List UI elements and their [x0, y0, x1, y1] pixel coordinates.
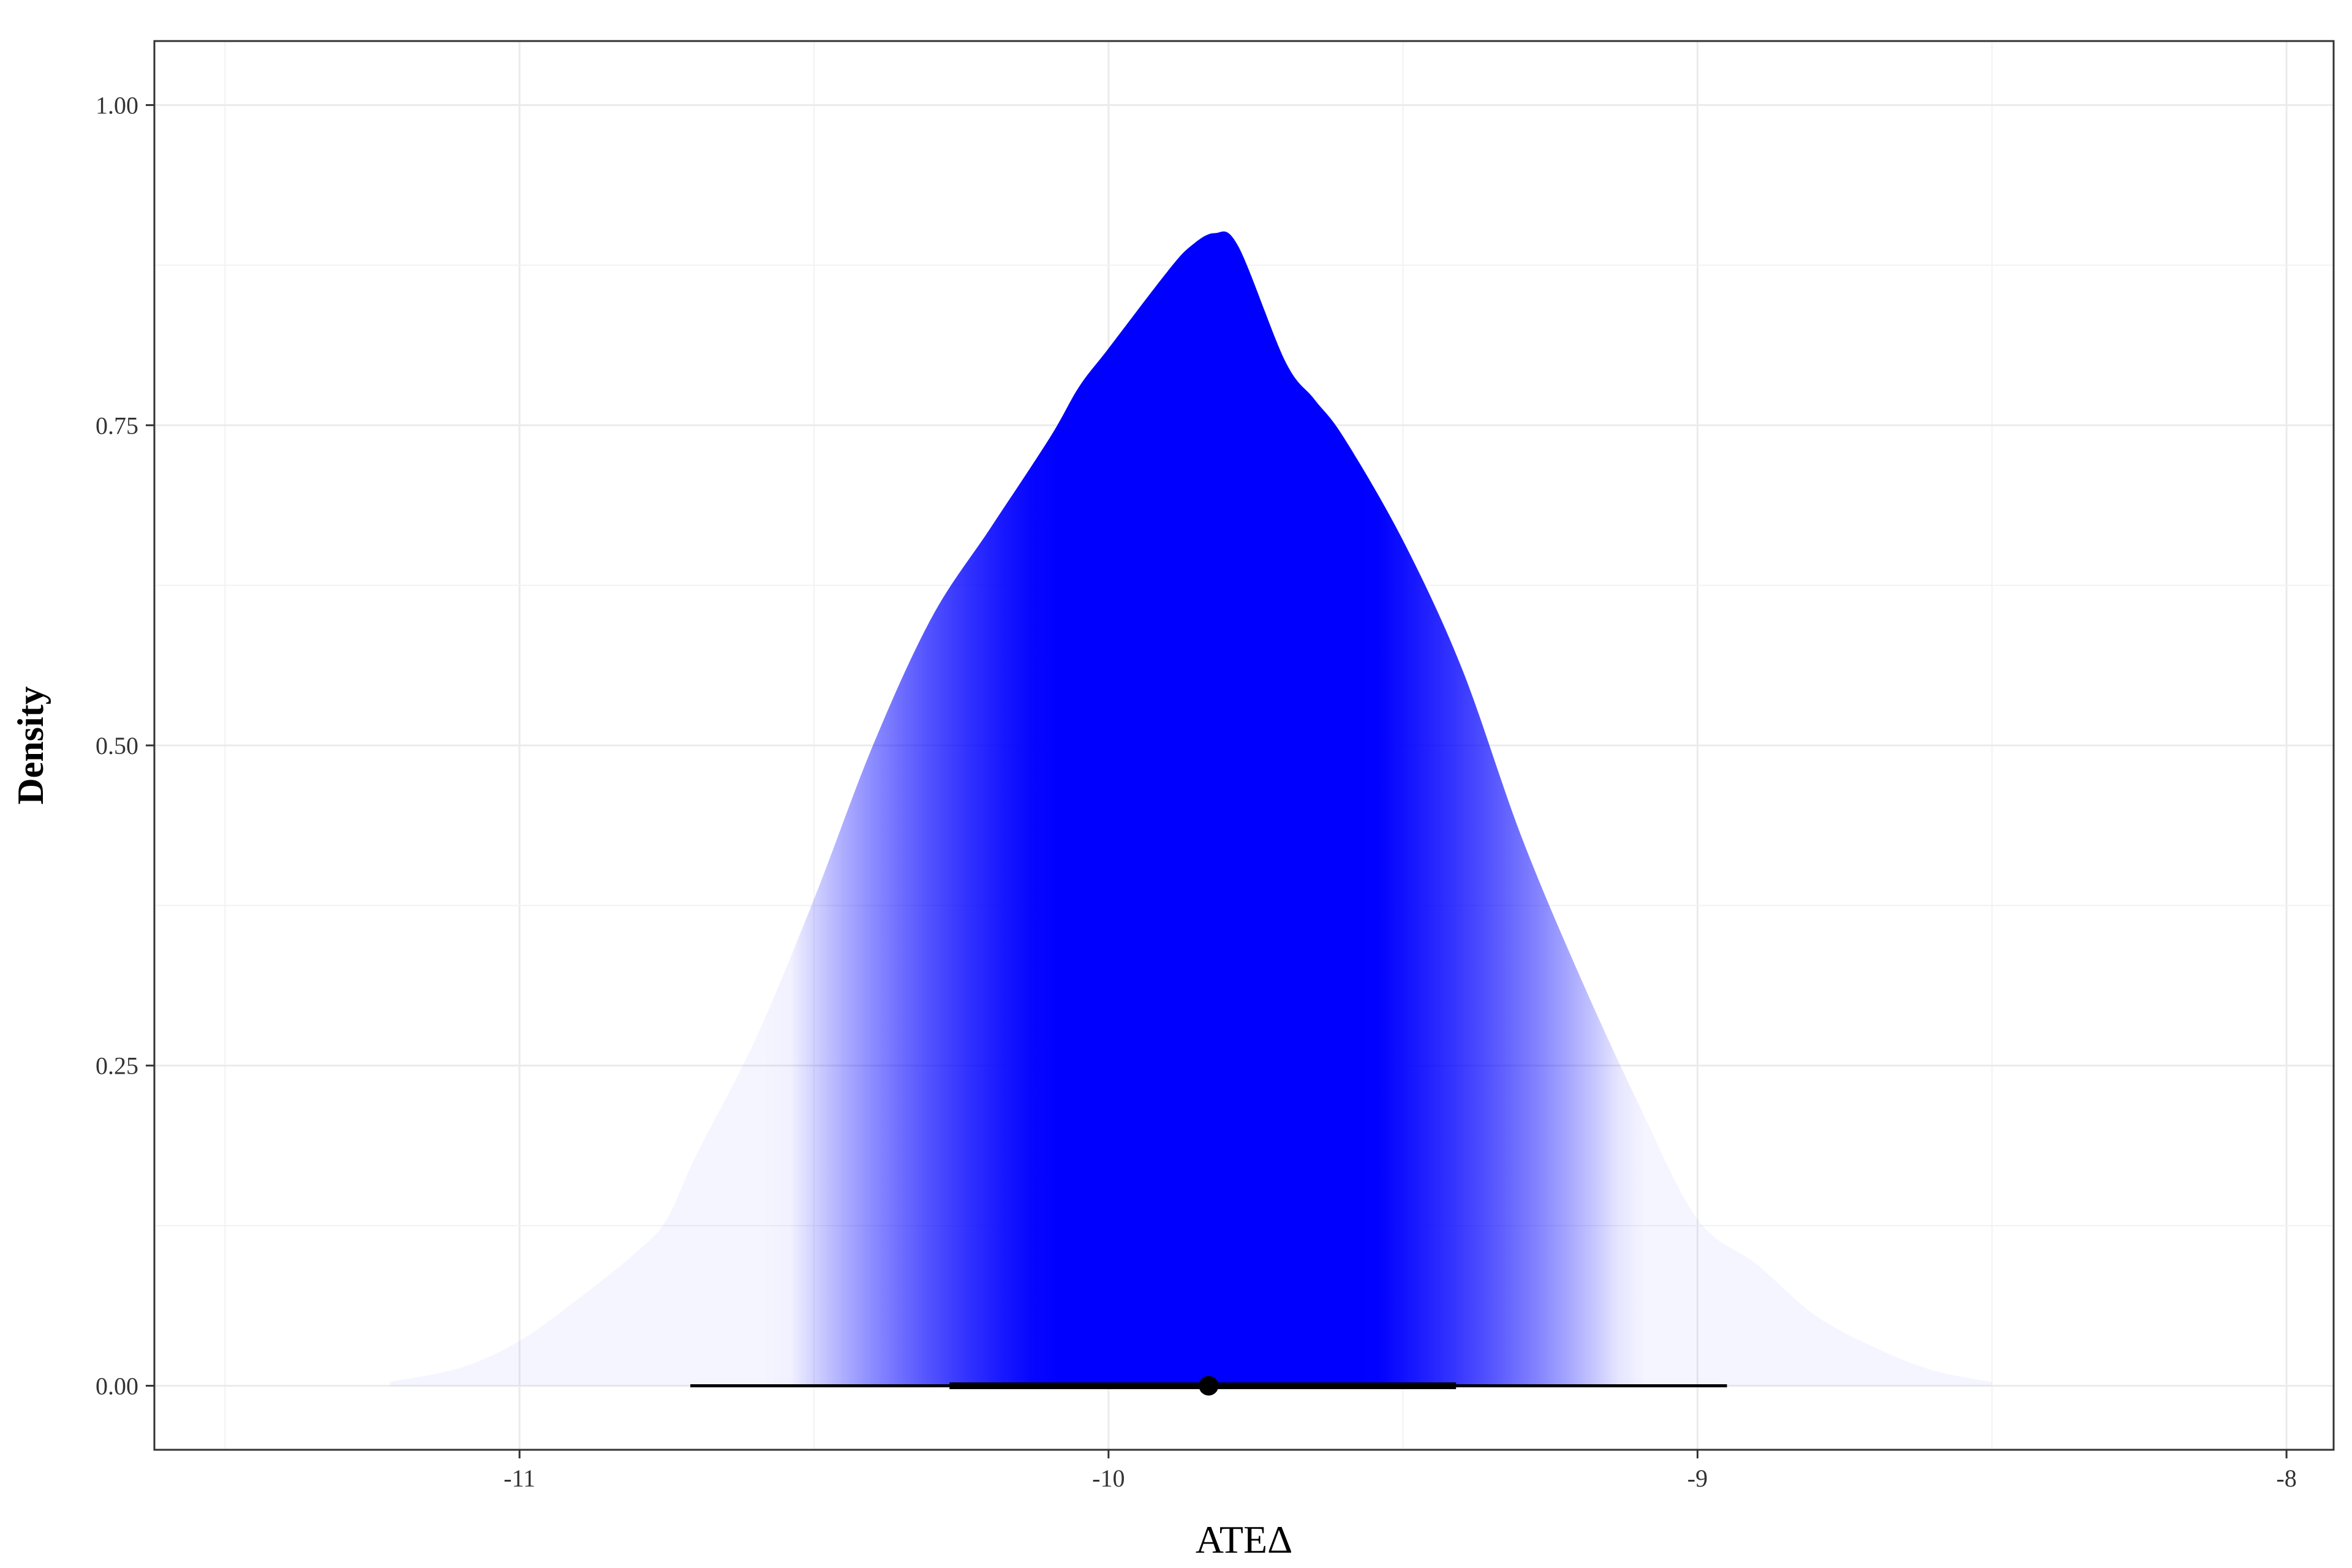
point-estimate: [1199, 1376, 1219, 1396]
x-tick-label: -8: [2276, 1464, 2296, 1492]
axis-ticks: -11 -10 -9 -8 0.00 0.25 0.50 0.75 1.00: [96, 92, 2297, 1492]
x-tick-label: -10: [1092, 1464, 1125, 1492]
x-axis-title: ATEΔ: [1196, 1518, 1292, 1561]
y-tick-label: 0.50: [96, 732, 138, 760]
y-tick-label: 0.75: [96, 412, 138, 439]
y-tick-label: 1.00: [96, 92, 138, 119]
x-tick-label: -11: [503, 1464, 535, 1492]
y-axis-title: Density: [10, 686, 51, 804]
density-area: [390, 231, 1992, 1386]
y-tick-label: 0.00: [96, 1372, 138, 1400]
y-tick-label: 0.25: [96, 1052, 138, 1080]
interval-layer: [690, 1376, 1727, 1396]
x-tick-label: -9: [1687, 1464, 1708, 1492]
